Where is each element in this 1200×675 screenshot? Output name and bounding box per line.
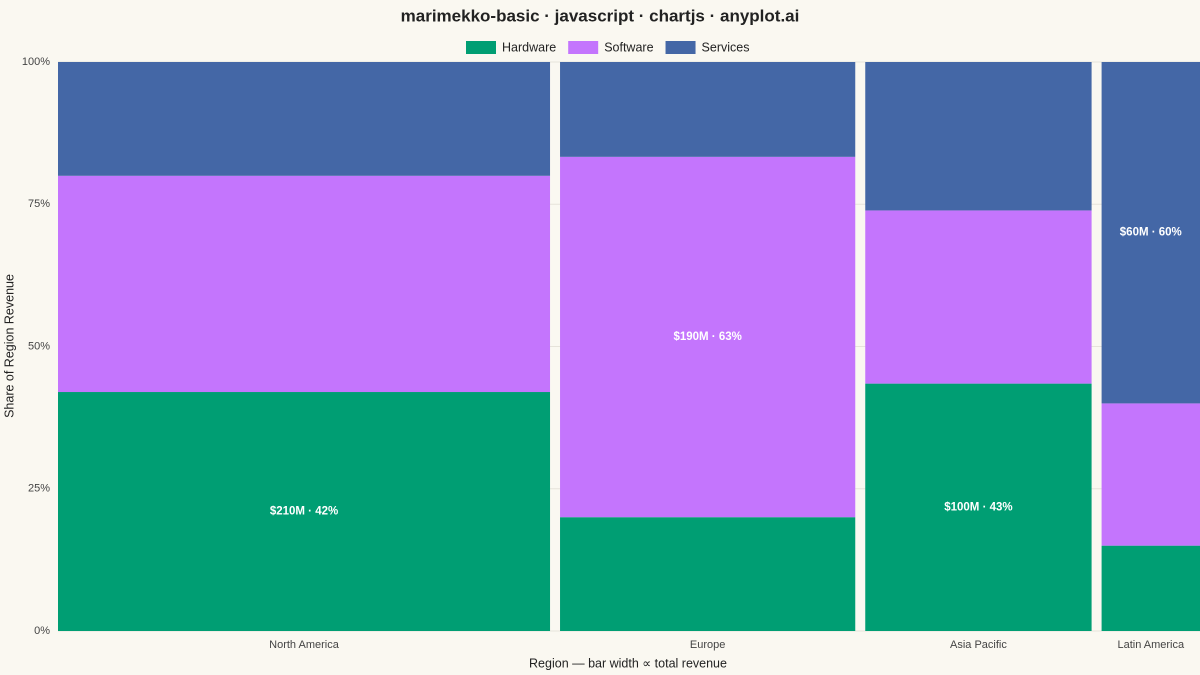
x-tick-label: Europe (690, 639, 725, 651)
segment (560, 62, 856, 157)
data-label: $60M · 60% (1120, 227, 1182, 239)
x-tick-label: Asia Pacific (950, 639, 1007, 651)
x-tick-label: North America (269, 639, 340, 651)
y-tick-label: 100% (22, 56, 50, 68)
legend-label: Services (702, 40, 750, 54)
legend-swatch (568, 41, 599, 54)
segment (1101, 62, 1200, 404)
y-tick-label: 25% (28, 483, 50, 495)
segment (58, 392, 551, 631)
data-label: $210M · 42% (270, 506, 338, 518)
legend-swatch (466, 41, 496, 54)
segment (865, 383, 1092, 631)
segment (865, 62, 1092, 211)
segment (58, 62, 551, 176)
segment (1101, 545, 1200, 631)
y-tick-label: 50% (28, 340, 50, 352)
data-label: $100M · 43% (944, 501, 1012, 513)
segment (560, 156, 856, 518)
segment (1101, 403, 1200, 546)
y-tick-label: 75% (28, 198, 50, 210)
x-axis-label: Region — bar width ∝ total revenue (529, 656, 727, 670)
legend-swatch (665, 41, 696, 54)
data-label: $190M · 63% (673, 331, 741, 343)
segment (865, 210, 1092, 384)
y-tick-label: 0% (34, 625, 50, 637)
x-tick-label: Latin America (1117, 639, 1185, 651)
y-axis-label: Share of Region Revenue (2, 274, 16, 418)
chart-title: marimekko-basic · javascript · chartjs ·… (401, 6, 800, 25)
segment (560, 517, 856, 631)
legend-label: Hardware (502, 40, 556, 54)
legend-label: Software (604, 40, 653, 54)
segment (58, 175, 551, 393)
